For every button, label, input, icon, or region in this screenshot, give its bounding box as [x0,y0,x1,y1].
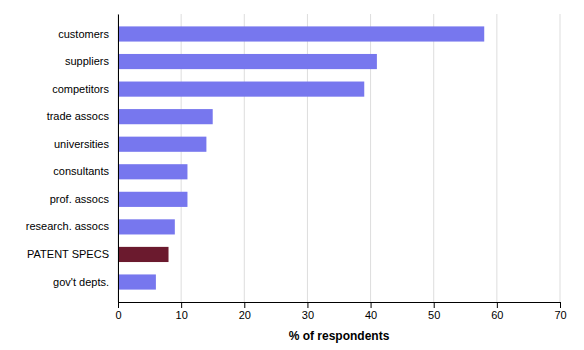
bar [118,219,175,234]
bar [118,109,213,124]
x-tick-label: 10 [176,309,188,321]
x-axis-line [119,303,561,309]
plot-area: 0 10 20 30 40 50 60 70 customers suppliers competi… [26,14,567,321]
y-tick-label: PATENT SPECS [27,248,109,260]
x-tick-mark [307,302,308,308]
x-tick: 30 [302,302,314,321]
x-tick-mark [560,302,561,308]
x-tick-mark [371,302,372,308]
x-tick-mark [434,302,435,308]
bar [118,274,156,289]
y-tick-label: trade assocs [47,110,110,122]
x-tick-label: 30 [302,309,314,321]
bar [118,137,206,152]
y-tick-label: universities [54,138,110,150]
x-tick: 40 [365,302,377,321]
x-tick: 60 [491,302,503,321]
grid-line [118,14,119,302]
y-tick: universities [54,138,110,150]
y-tick: prof. assocs [50,193,110,205]
y-tick-label: prof. assocs [50,193,110,205]
chart-container: 0 10 20 30 40 50 60 70 customers suppliers competi… [0,0,584,350]
x-tick-label: 40 [365,309,377,321]
bar [118,247,169,262]
y-tick: customers [58,28,109,40]
grid-line [433,14,434,302]
x-tick-mark [118,302,119,308]
bars [118,26,484,289]
y-tick-label: research. assocs [26,220,110,232]
x-tick: 0 [115,302,121,321]
x-tick: 20 [239,302,251,321]
x-tick-label: 0 [115,309,121,321]
x-tick-label: 20 [239,309,251,321]
grid-line [496,14,497,302]
y-tick: consultants [53,165,109,177]
y-tick: research. assocs [26,220,110,232]
bar [118,192,187,207]
x-tick-label: 70 [554,309,566,321]
bar [118,26,484,41]
x-tick: 50 [428,302,440,321]
x-tick: 70 [554,302,566,321]
bar [118,164,187,179]
x-tick-mark [497,302,498,308]
y-axis: customers suppliers competitors trade assoc… [26,15,119,303]
x-tick-label: 50 [428,309,440,321]
x-tick-label: 60 [491,309,503,321]
y-tick-label: suppliers [65,55,110,67]
grid [118,14,560,302]
y-tick: trade assocs [47,110,110,122]
y-tick-label: gov't depts. [53,276,109,288]
grid-line [560,14,561,302]
x-tick-mark [244,302,245,308]
y-axis-line [118,15,119,303]
x-axis-title: % of respondents [289,329,390,343]
y-tick: PATENT SPECS [27,248,109,260]
y-tick-label: consultants [53,165,109,177]
y-tick: suppliers [65,55,110,67]
y-tick-label: competitors [52,83,109,95]
bar [118,82,364,97]
bar [118,54,377,69]
y-tick-label: customers [58,28,109,40]
x-tick-mark [181,302,182,308]
x-tick: 10 [176,302,188,321]
x-axis: 0 10 20 30 40 50 60 70 [115,302,566,321]
y-tick: competitors [52,83,109,95]
chart-svg: 0 10 20 30 40 50 60 70 customers suppliers competi… [0,0,584,350]
y-tick: gov't depts. [53,276,109,288]
